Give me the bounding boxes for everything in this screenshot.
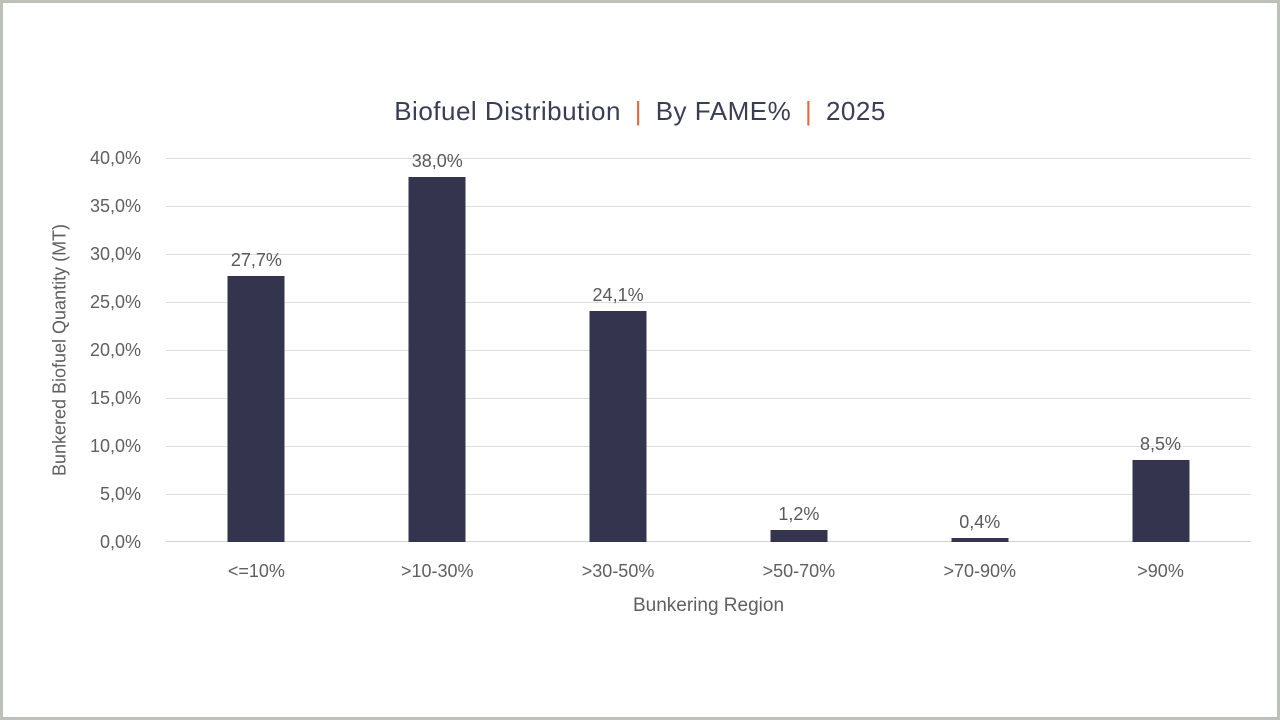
x-axis-title: Bunkering Region (632, 595, 785, 616)
bar-slot: 8,5% (1070, 158, 1251, 542)
gridline (166, 494, 1251, 495)
bar-value-label: 38,0% (411, 151, 463, 172)
y-tick-label: 10,0% (89, 436, 141, 456)
x-tick-label: >70-90% (943, 561, 1016, 581)
bar-slot: 27,7% (166, 158, 347, 542)
y-axis-ticks: 0,0% 5,0% 10,0% 15,0% 20,0% 25,0% 30,0% 35,0% 40… (43, 148, 141, 552)
bar (589, 310, 647, 542)
bar-value-label: 24,1% (592, 284, 644, 305)
gridline (166, 398, 1251, 399)
x-tick-label: <=10% (227, 561, 285, 581)
y-tick-label: 15,0% (89, 388, 141, 408)
gridline (166, 541, 1251, 542)
gridline (166, 446, 1251, 447)
x-tick-label: >90% (1137, 561, 1184, 581)
gridline (166, 254, 1251, 255)
bar-slot: 1,2% (708, 158, 889, 542)
bar (408, 177, 466, 542)
bar-slot: 0,4% (889, 158, 1070, 542)
bar (770, 530, 828, 542)
bar-value-label: 0,4% (959, 512, 1001, 533)
bar (951, 538, 1009, 542)
y-tick-label: 20,0% (89, 340, 141, 360)
bar-value-label: 8,5% (1140, 434, 1182, 455)
gridline (166, 206, 1251, 207)
gridline (166, 302, 1251, 303)
x-tick-label: >30-50% (581, 561, 655, 581)
x-tick-label: >10-30% (400, 561, 474, 581)
bar (227, 276, 285, 542)
y-tick-label: 30,0% (89, 244, 141, 264)
plot-area: 27,7% 38,0% 24,1% 1,2% 0,4% 8,5% (166, 151, 1251, 542)
y-tick-label: 25,0% (89, 292, 141, 312)
chart-title-part1: Biofuel Distribution (394, 96, 621, 126)
title-separator: | (804, 96, 813, 126)
bar-value-label: 1,2% (778, 504, 820, 525)
y-tick-label: 40,0% (89, 148, 141, 168)
bar (1132, 460, 1190, 542)
bars-area: 27,7% 38,0% 24,1% 1,2% 0,4% 8,5% (166, 151, 1251, 542)
title-separator: | (634, 96, 642, 126)
bar-slot: 24,1% (528, 158, 709, 542)
gridline (166, 158, 1251, 159)
gridline (166, 350, 1251, 351)
chart-title: Biofuel Distribution | By FAME% | 2025 (3, 96, 1277, 127)
bar-slot: 38,0% (347, 151, 528, 542)
y-tick-label: 0,0% (99, 532, 141, 552)
bar-value-label: 27,7% (230, 250, 282, 271)
x-tick-label: >50-70% (762, 561, 836, 581)
y-tick-label: 35,0% (89, 196, 141, 216)
y-tick-label: 5,0% (99, 484, 141, 504)
chart-title-part3: 2025 (825, 96, 886, 126)
x-axis-labels: <=10% >10-30% >30-50% >50-70% >70-90% >90% (166, 561, 1251, 582)
chart-title-part2: By FAME% (655, 96, 792, 126)
